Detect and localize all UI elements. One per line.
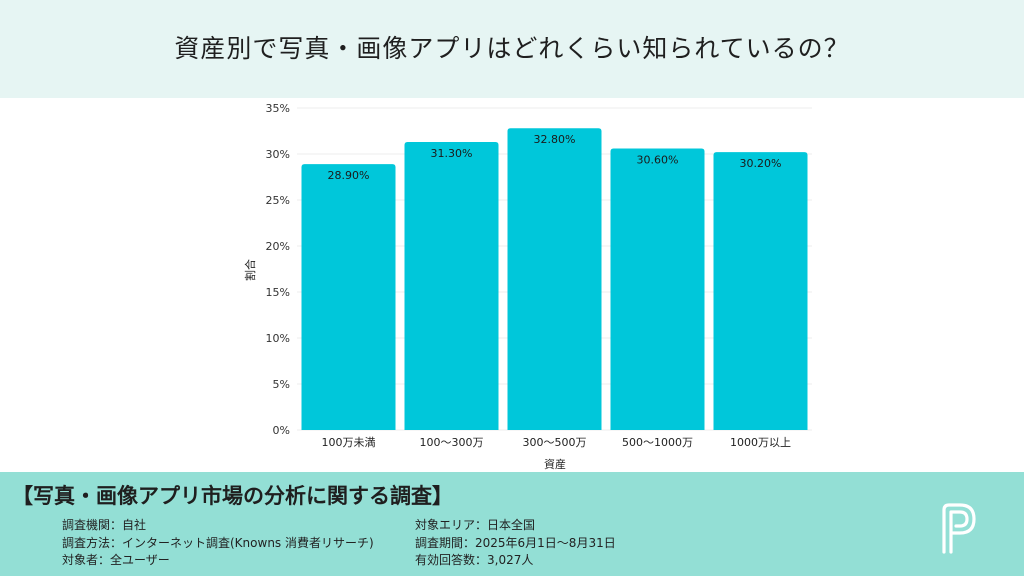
bar-value-label: 30.60% bbox=[637, 153, 679, 166]
y-tick-label: 5% bbox=[273, 378, 290, 391]
survey-responses: 有効回答数：3,027人 bbox=[415, 553, 534, 567]
survey-title: 【写真・画像アプリ市場の分析に関する調査】 bbox=[12, 484, 453, 508]
page-title: 資産別で写真・画像アプリはどれくらい知られているの？ bbox=[174, 34, 850, 63]
bar bbox=[610, 148, 705, 431]
bar bbox=[404, 142, 499, 431]
survey-org: 調査機関：自社 bbox=[62, 518, 147, 532]
chart-area: 0% 5% 10% 15% 20% 25% 30% 35% 28.90% 31.30% 32.80… bbox=[0, 98, 1024, 472]
bar-chart: 0% 5% 10% 15% 20% 25% 30% 35% 28.90% 31.30% 32.80… bbox=[243, 102, 812, 471]
survey-method: 調査方法：インターネット調査(Knowns 消費者リサーチ) bbox=[62, 535, 374, 550]
x-tick-label: 100万未満 bbox=[322, 436, 376, 449]
footer: 【写真・画像アプリ市場の分析に関する調査】 調査機関：自社 調査方法：インターネ… bbox=[0, 472, 1024, 576]
survey-target: 対象者：全ユーザー bbox=[62, 553, 170, 567]
bar-value-label: 31.30% bbox=[431, 147, 473, 160]
y-tick-label: 35% bbox=[266, 102, 290, 115]
bar-value-label: 30.20% bbox=[740, 157, 782, 170]
p-logo-icon bbox=[942, 503, 976, 554]
y-tick-label: 25% bbox=[266, 194, 290, 207]
bar-value-label: 32.80% bbox=[534, 133, 576, 146]
x-tick-label: 1000万以上 bbox=[730, 436, 791, 449]
bar-value-label: 28.90% bbox=[328, 169, 370, 182]
header: 資産別で写真・画像アプリはどれくらい知られているの？ bbox=[0, 0, 1024, 98]
bar bbox=[713, 152, 808, 430]
bar bbox=[301, 164, 396, 430]
bar bbox=[507, 128, 602, 431]
survey-meta-right: 対象エリア：日本全国 調査期間：2025年6月1日〜8月31日 有効回答数：3,… bbox=[415, 517, 616, 570]
survey-area: 対象エリア：日本全国 bbox=[415, 518, 536, 532]
x-axis-label: 資産 bbox=[544, 458, 566, 471]
y-tick-label: 10% bbox=[266, 332, 290, 345]
y-axis-label: 割合 bbox=[243, 259, 257, 281]
x-tick-label: 500〜1000万 bbox=[622, 436, 693, 449]
x-tick-label: 300〜500万 bbox=[523, 436, 587, 449]
y-tick-label: 20% bbox=[266, 240, 290, 253]
y-tick-label: 30% bbox=[266, 148, 290, 161]
y-tick-label: 15% bbox=[266, 286, 290, 299]
y-tick-label: 0% bbox=[273, 424, 290, 437]
survey-meta-left: 調査機関：自社 調査方法：インターネット調査(Knowns 消費者リサーチ) 対… bbox=[62, 517, 374, 570]
survey-period: 調査期間：2025年6月1日〜8月31日 bbox=[415, 535, 616, 550]
x-tick-label: 100〜300万 bbox=[420, 436, 484, 449]
